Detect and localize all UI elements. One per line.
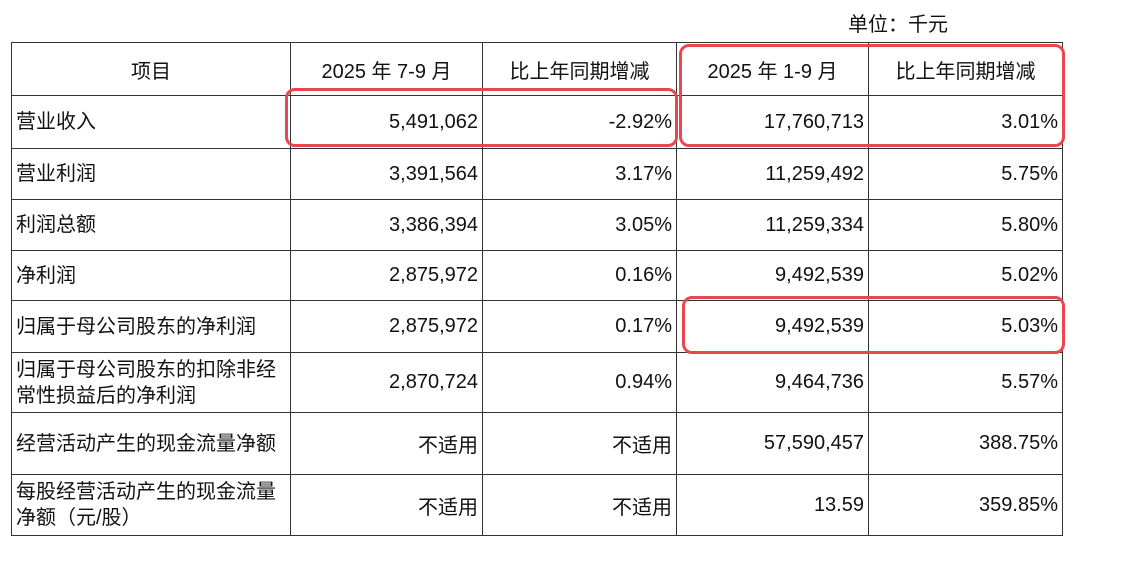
table-cell: 9,464,736 (676, 352, 869, 413)
column-header: 比上年同期增减 (482, 42, 677, 96)
table-row: 利润总额 3,386,394 3.05% 11,259,334 5.80% (11, 199, 1063, 251)
table-row: 经营活动产生的现金流量净额 不适用 不适用 57,590,457 388.75% (11, 412, 1063, 475)
row-label: 归属于母公司股东的扣除非经常性损益后的净利润 (11, 352, 291, 413)
table-cell: 388.75% (868, 412, 1063, 475)
row-label: 利润总额 (11, 199, 291, 251)
table-cell: 3.01% (868, 95, 1063, 149)
table-cell: 2,875,972 (290, 300, 483, 353)
table-cell: 0.16% (482, 250, 677, 301)
column-header: 2025 年 1-9 月 (676, 42, 869, 96)
header-row: 项目 2025 年 7-9 月比上年同期增减 2025 年 1-9 月比上年同期增减 (11, 42, 1063, 96)
table-cell: 3,391,564 (290, 148, 483, 200)
table-cell: -2.92% (482, 95, 677, 149)
table-cell: 不适用 (482, 474, 677, 536)
financial-table: 项目 2025 年 7-9 月比上年同期增减 2025 年 1-9 月比上年同期增减… (11, 42, 1063, 536)
table-cell: 0.17% (482, 300, 677, 353)
table-cell: 不适用 (290, 474, 483, 536)
table-cell: 5.03% (868, 300, 1063, 353)
row-label: 营业收入 (11, 95, 291, 149)
table-cell: 2,875,972 (290, 250, 483, 301)
table-cell: 11,259,334 (676, 199, 869, 251)
table-cell: 17,760,713 (676, 95, 869, 149)
table-cell: 13.59 (676, 474, 869, 536)
table-cell: 5,491,062 (290, 95, 483, 149)
table-cell: 9,492,539 (676, 250, 869, 301)
table-cell: 不适用 (290, 412, 483, 475)
table-cell: 9,492,539 (676, 300, 869, 353)
table-cell: 3.05% (482, 199, 677, 251)
table-row: 归属于母公司股东的扣除非经常性损益后的净利润 2,870,724 0.94% 9,46… (11, 352, 1063, 413)
table-cell: 359.85% (868, 474, 1063, 536)
table-cell: 不适用 (482, 412, 677, 475)
row-label: 每股经营活动产生的现金流量净额（元/股） (11, 474, 291, 536)
table-cell: 5.80% (868, 199, 1063, 251)
column-header: 项目 (11, 42, 291, 96)
table-row: 营业利润 3,391,564 3.17% 11,259,492 5.75% (11, 148, 1063, 200)
table-cell: 11,259,492 (676, 148, 869, 200)
table-cell: 5.75% (868, 148, 1063, 200)
table-cell: 3,386,394 (290, 199, 483, 251)
table-cell: 3.17% (482, 148, 677, 200)
table-cell: 2,870,724 (290, 352, 483, 413)
table-cell: 0.94% (482, 352, 677, 413)
row-label: 营业利润 (11, 148, 291, 200)
row-label: 净利润 (11, 250, 291, 301)
column-header: 比上年同期增减 (868, 42, 1063, 96)
table-row: 归属于母公司股东的净利润 2,875,972 0.17% 9,492,539 5.03% (11, 300, 1063, 353)
table-row: 每股经营活动产生的现金流量净额（元/股） 不适用 不适用 13.59 359.85% (11, 474, 1063, 536)
unit-label: 单位：千元 (848, 14, 948, 36)
table-row: 营业收入 5,491,062 -2.92% 17,760,713 3.01% (11, 95, 1063, 149)
column-header: 2025 年 7-9 月 (290, 42, 483, 96)
table-cell: 5.57% (868, 352, 1063, 413)
table-row: 净利润 2,875,972 0.16% 9,492,539 5.02% (11, 250, 1063, 301)
table-cell: 57,590,457 (676, 412, 869, 475)
row-label: 归属于母公司股东的净利润 (11, 300, 291, 353)
row-label: 经营活动产生的现金流量净额 (11, 412, 291, 475)
table-cell: 5.02% (868, 250, 1063, 301)
